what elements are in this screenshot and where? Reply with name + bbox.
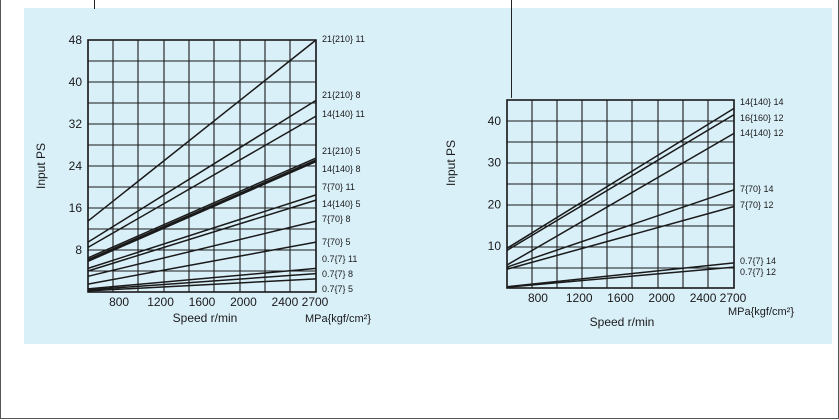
chart-2	[506, 99, 735, 289]
series-label: 14{140} 8	[322, 164, 361, 174]
series-label: 7{70} 12	[740, 200, 774, 210]
y-tick-label: 40	[488, 114, 502, 128]
series-label: 7{70} 5	[322, 237, 351, 247]
series-line	[87, 220, 317, 278]
x-tick-label: 2700	[302, 295, 329, 309]
y-tick-label: 40	[69, 75, 83, 89]
plot-frame	[506, 99, 735, 289]
y-tick-label: 20	[488, 197, 502, 211]
x-tick-label: 2000	[648, 291, 675, 305]
series-label: 0.7{7} 8	[322, 269, 353, 279]
frame-divider-line	[94, 0, 95, 9]
unit-label: MPa{kgf/cm²}	[728, 306, 794, 318]
y-axis-title: Input PS	[444, 140, 458, 186]
x-axis-title: Speed r/min	[590, 315, 655, 329]
series-line	[506, 266, 735, 288]
y-tick-label: 16	[69, 201, 83, 215]
series-line	[506, 113, 735, 252]
series-line	[87, 99, 317, 243]
x-tick-label: 1600	[607, 291, 634, 305]
x-tick-label: 2000	[230, 295, 257, 309]
y-tick-label: 30	[488, 156, 502, 170]
plot-frame	[87, 39, 317, 293]
series-line	[506, 189, 735, 268]
unit-label: MPa{kgf/cm²}	[305, 313, 371, 325]
series-line	[87, 241, 317, 285]
series-line	[87, 39, 317, 222]
chart-1	[87, 39, 317, 293]
x-tick-label: 2400	[272, 295, 299, 309]
y-tick-label: 48	[69, 33, 83, 47]
series-label: 14{140} 12	[740, 128, 784, 138]
y-tick-label: 8	[75, 243, 82, 257]
series-line	[87, 278, 317, 292]
y-tick-label: 10	[488, 239, 502, 253]
series-line	[87, 194, 317, 270]
x-tick-label: 1200	[147, 295, 174, 309]
series-label: 0.7{7} 5	[322, 284, 353, 294]
series-label: 0.7{7} 12	[740, 267, 776, 277]
series-line	[506, 205, 735, 270]
series-line	[87, 267, 317, 290]
series-line	[506, 132, 735, 266]
series-label: 14{140} 5	[322, 199, 361, 209]
frame-divider-line	[511, 0, 512, 98]
series-line	[87, 115, 317, 249]
x-tick-label: 800	[528, 291, 548, 305]
series-label: 16{160} 12	[740, 113, 784, 123]
series-line	[506, 262, 735, 288]
series-label: 21{210} 8	[322, 90, 361, 100]
y-axis-title: Input PS	[34, 143, 48, 189]
series-label: 7{70} 8	[322, 214, 351, 224]
series-label: 21{210} 11	[322, 34, 365, 44]
series-label: 7{70} 14	[740, 184, 774, 194]
series-line	[506, 107, 735, 249]
x-tick-label: 2700	[720, 291, 747, 305]
series-label: 0.7{7} 11	[322, 254, 357, 264]
x-tick-label: 800	[109, 295, 129, 309]
series-line	[87, 159, 317, 262]
x-tick-label: 1600	[189, 295, 216, 309]
series-line	[87, 199, 317, 272]
series-line	[87, 272, 317, 291]
series-line	[87, 157, 317, 259]
y-tick-label: 24	[69, 159, 83, 173]
series-label: 0.7{7} 14	[740, 256, 776, 266]
x-tick-label: 2400	[690, 291, 717, 305]
series-label: 14{140} 14	[740, 97, 784, 107]
x-axis-title: Speed r/min	[173, 311, 238, 325]
series-label: 21{210} 5	[322, 146, 361, 156]
series-label: 14{140} 11	[322, 109, 365, 119]
y-tick-label: 32	[69, 117, 83, 131]
x-tick-label: 1200	[566, 291, 593, 305]
series-label: 7{70} 11	[322, 182, 355, 192]
